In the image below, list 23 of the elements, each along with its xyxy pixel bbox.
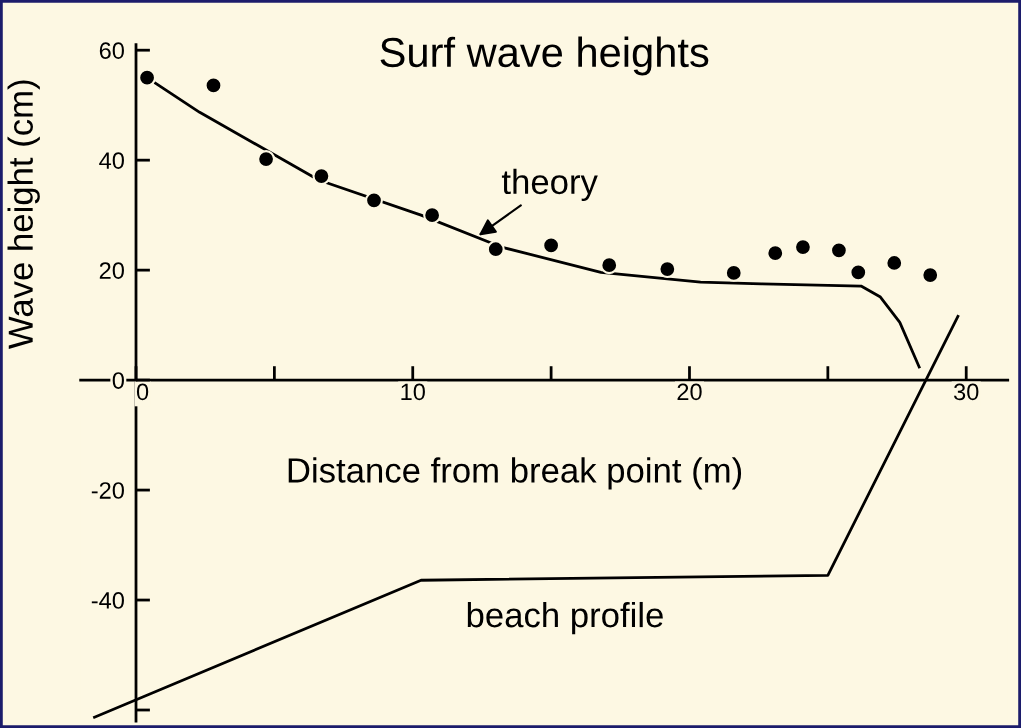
y-tick-label: 60 (99, 42, 124, 59)
point (849, 263, 868, 282)
annotation: theory (501, 168, 598, 202)
x-tick-label: 30 (953, 383, 979, 401)
y-tick-label: 20 (99, 262, 124, 279)
x-tick-label: 10 (401, 383, 425, 401)
chart-title: Surf wave heights (380, 36, 709, 76)
y-axis-title: Wave height (cm) (7, 80, 40, 349)
annotation: beach profile (467, 601, 663, 635)
point (204, 76, 223, 95)
point (365, 191, 383, 210)
y-tick-label: 0 (112, 372, 124, 389)
y-tick-label: -40 (91, 592, 124, 609)
x-tick-label: 20 (677, 383, 702, 401)
point (138, 68, 157, 87)
y-tick-label: -20 (91, 482, 124, 499)
point (600, 256, 619, 275)
point (312, 167, 331, 186)
x-axis-title: Distance from break point (m) (288, 457, 742, 490)
x-tick-label: 0 (136, 383, 149, 401)
y-tick-label: 40 (99, 152, 124, 169)
point (658, 260, 677, 278)
point (885, 254, 904, 272)
